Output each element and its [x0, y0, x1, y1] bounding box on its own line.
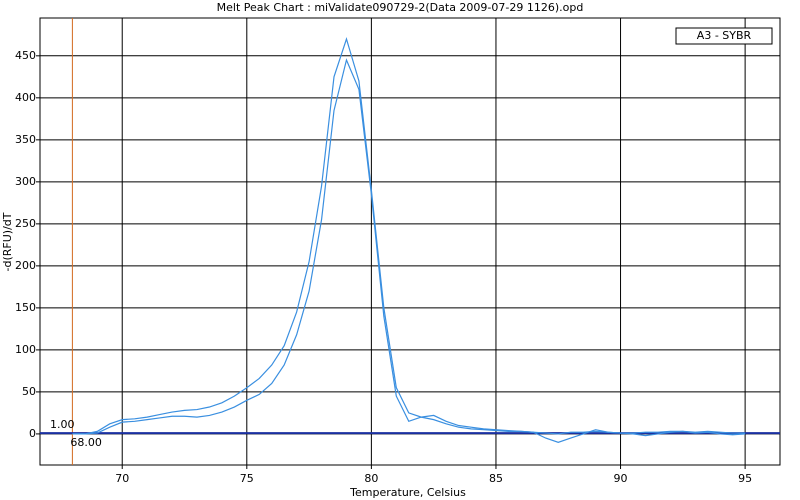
y-tick-label: 350: [15, 133, 36, 146]
y-tick-label: 100: [15, 343, 36, 356]
marker-label: 68.00: [70, 436, 102, 449]
x-tick-label: 70: [115, 472, 129, 485]
legend-label: A3 - SYBR: [697, 29, 752, 42]
y-tick-label: 400: [15, 91, 36, 104]
chart-title: Melt Peak Chart : miValidate090729-2(Dat…: [217, 1, 584, 14]
legend-box: [675, 27, 773, 45]
series-line: [72, 36, 746, 435]
plot-area: [39, 17, 781, 466]
x-tick-label: 80: [364, 472, 378, 485]
y-tick-label: 200: [15, 259, 36, 272]
y-tick-label: 50: [22, 385, 36, 398]
y-axis-label: -d(RFU)/dT: [1, 212, 14, 271]
y-tick-label: 300: [15, 175, 36, 188]
x-tick-label: 75: [240, 472, 254, 485]
x-tick-label: 95: [738, 472, 752, 485]
y-tick-label: 150: [15, 301, 36, 314]
series-line: [72, 58, 746, 443]
y-tick-label: 0: [29, 427, 36, 440]
x-tick-label: 90: [614, 472, 628, 485]
x-axis-label: Temperature, Celsius: [349, 486, 466, 499]
y-tick-label: 450: [15, 49, 36, 62]
x-tick-label: 85: [489, 472, 503, 485]
threshold-label: 1.00: [50, 418, 75, 431]
y-tick-label: 250: [15, 217, 36, 230]
